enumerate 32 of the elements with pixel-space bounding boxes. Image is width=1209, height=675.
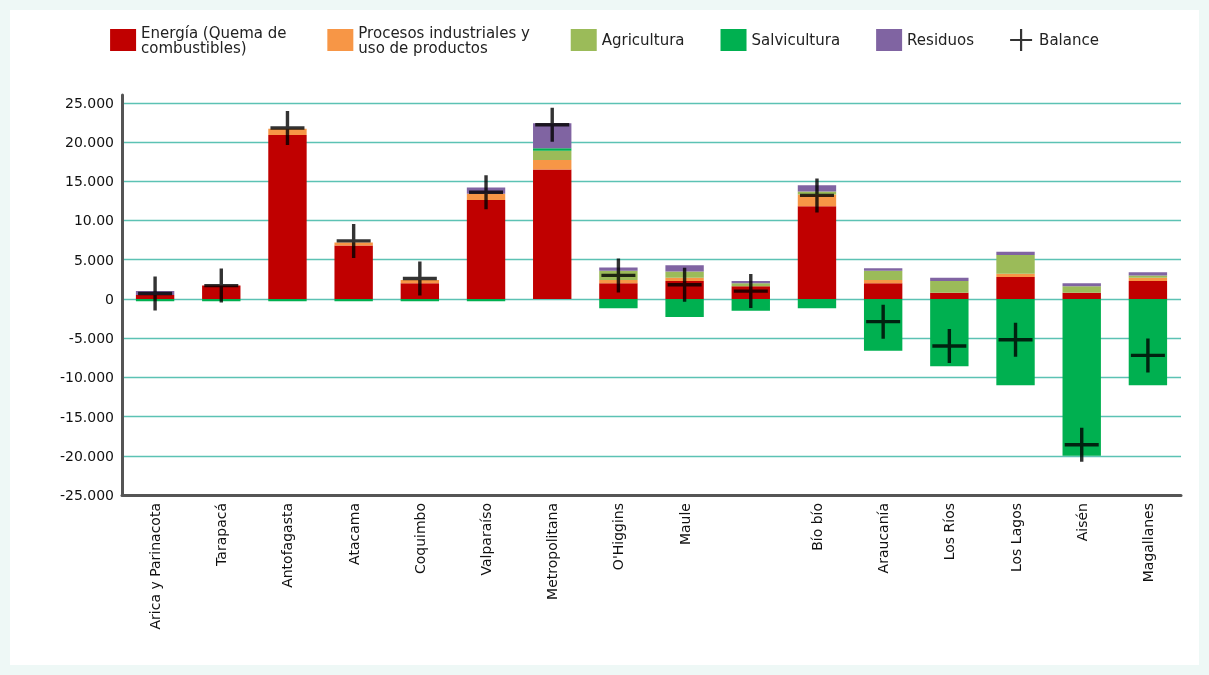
x-tick-label: Arica y Parinacota [147, 503, 164, 630]
x-tick-label: Maule [676, 503, 693, 546]
legend-label: Balance [1039, 31, 1099, 49]
y-tick-label: -10.000 [59, 369, 114, 386]
y-tick-label: 5.000 [73, 251, 114, 268]
x-tick-label: Metropolitana [544, 503, 561, 600]
x-tick-label: Bío bío [808, 503, 825, 551]
x-tick-label: Magallanes [1139, 503, 1156, 583]
x-tick-label: O'Higgins [610, 503, 627, 571]
legend-label: Residuos [907, 31, 975, 49]
y-tick-label: 25.000 [65, 94, 114, 111]
x-tick-label: Valparaíso [478, 503, 495, 576]
legend-label: Procesos industriales y uso de productos [358, 23, 535, 57]
y-tick-label: 15.000 [65, 173, 114, 190]
y-tick-label: 0 [105, 290, 114, 307]
y-tick-label: -25.000 [59, 487, 114, 503]
x-tick-label: Los Ríos [941, 503, 958, 561]
legend-label: Salvicultura [751, 31, 841, 49]
x-tick-label: Coquimbo [411, 503, 428, 575]
y-tick-label: -20.000 [59, 447, 114, 464]
x-tick-label: Tarapacá [213, 503, 230, 567]
x-tick-label: Atacama [345, 503, 362, 565]
y-tick-label: 20.000 [65, 134, 114, 151]
x-tick-label: Los Lagos [1007, 503, 1024, 572]
y-tick-label: -5.000 [68, 330, 114, 347]
legend-label: Agricultura [601, 31, 685, 49]
x-tick-label: Araucanía [875, 503, 892, 574]
x-tick-label: Aisén [1073, 503, 1090, 542]
legend-label: Energía (Quema de combustibles) [141, 23, 292, 57]
x-tick-label: Antofagasta [279, 503, 296, 588]
y-tick-label: 10.00 [73, 212, 114, 229]
y-tick-label: -15.000 [59, 408, 114, 425]
